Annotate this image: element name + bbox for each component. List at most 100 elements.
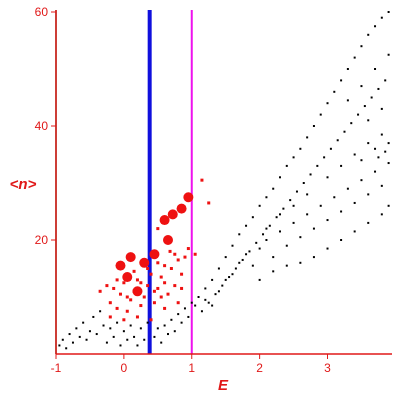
black-point-96 xyxy=(231,273,234,276)
black-point-42 xyxy=(207,301,210,304)
black-point-125 xyxy=(367,221,370,224)
black-point-81 xyxy=(340,79,343,82)
black-point-83 xyxy=(346,68,349,70)
black-point-45 xyxy=(217,267,220,270)
red-small-point-44 xyxy=(200,178,204,182)
black-point-36 xyxy=(183,307,186,310)
red-small-point-42 xyxy=(180,286,184,290)
red-small-point-46 xyxy=(156,227,160,231)
black-point-135 xyxy=(190,301,193,304)
black-point-51 xyxy=(238,233,241,236)
black-point-145 xyxy=(292,204,295,207)
red-small-point-27 xyxy=(149,318,153,322)
black-point-79 xyxy=(333,90,336,93)
black-point-104 xyxy=(285,244,288,247)
black-point-1 xyxy=(61,338,64,341)
black-point-56 xyxy=(255,241,258,244)
black-point-114 xyxy=(353,201,356,204)
black-point-58 xyxy=(262,233,265,236)
red-large-point-0 xyxy=(115,260,126,271)
red-large-point-10 xyxy=(132,286,143,297)
black-point-52 xyxy=(241,258,244,261)
black-point-82 xyxy=(343,130,346,133)
black-point-111 xyxy=(333,196,336,199)
black-point-154 xyxy=(384,150,387,153)
vertical-lines xyxy=(55,10,193,354)
black-point-17 xyxy=(116,321,119,324)
black-point-140 xyxy=(380,133,383,136)
black-point-59 xyxy=(265,196,268,199)
black-point-76 xyxy=(323,156,326,159)
red-large-point-9 xyxy=(149,249,160,260)
x-axis-title: E xyxy=(218,377,229,394)
red-small-point-19 xyxy=(166,292,170,296)
black-point-88 xyxy=(363,105,366,108)
black-point-134 xyxy=(204,298,207,301)
black-point-120 xyxy=(299,261,302,264)
black-point-32 xyxy=(170,318,173,321)
black-point-119 xyxy=(387,162,390,165)
black-point-3 xyxy=(68,333,71,336)
red-small-point-13 xyxy=(146,284,150,288)
black-point-62 xyxy=(275,216,278,219)
black-point-143 xyxy=(360,159,363,162)
black-point-24 xyxy=(139,327,142,330)
black-point-116 xyxy=(367,193,370,196)
black-point-8 xyxy=(85,338,88,341)
black-point-112 xyxy=(340,210,343,213)
black-point-43 xyxy=(211,278,214,281)
red-small-point-37 xyxy=(168,249,172,253)
black-point-87 xyxy=(360,45,363,48)
black-point-98 xyxy=(245,253,248,256)
red-large-point-7 xyxy=(163,235,173,245)
red-small-point-16 xyxy=(156,286,160,290)
black-point-74 xyxy=(316,164,319,167)
red-small-point-23 xyxy=(180,272,184,276)
red-small-point-43 xyxy=(193,252,197,256)
black-point-129 xyxy=(272,270,275,273)
black-point-12 xyxy=(99,310,102,313)
black-point-84 xyxy=(350,122,353,125)
black-point-75 xyxy=(319,113,322,116)
y-axis-title: <n> xyxy=(10,176,37,193)
x-tick-label-2: 1 xyxy=(188,361,195,375)
black-point-108 xyxy=(312,227,315,230)
black-point-69 xyxy=(299,147,302,150)
black-point-147 xyxy=(265,227,268,230)
black-point-18 xyxy=(119,344,122,347)
black-point-117 xyxy=(374,170,377,173)
y-tick-label-0: 20 xyxy=(35,233,49,247)
red-small-point-36 xyxy=(163,264,167,268)
black-point-25 xyxy=(143,338,146,341)
black-point-26 xyxy=(146,321,149,324)
black-point-6 xyxy=(78,335,81,338)
black-point-55 xyxy=(251,216,254,219)
black-point-4 xyxy=(71,341,74,344)
black-point-11 xyxy=(95,333,98,336)
red-small-point-26 xyxy=(135,315,139,319)
red-small-point-12 xyxy=(142,295,146,299)
black-point-100 xyxy=(258,247,261,250)
black-point-63 xyxy=(279,176,281,179)
red-small-point-47 xyxy=(176,301,180,305)
red-large-point-4 xyxy=(167,209,178,220)
red-small-point-24 xyxy=(108,315,112,319)
black-point-131 xyxy=(217,290,220,293)
black-point-34 xyxy=(177,313,180,316)
black-point-94 xyxy=(384,79,387,82)
black-point-50 xyxy=(234,267,237,270)
black-point-27 xyxy=(153,335,156,338)
black-point-101 xyxy=(265,239,268,241)
black-point-64 xyxy=(282,207,285,210)
black-point-106 xyxy=(299,236,302,239)
black-point-139 xyxy=(367,142,370,145)
red-small-point-33 xyxy=(146,267,150,270)
red-small-point-3 xyxy=(112,286,116,290)
red-small-point-0 xyxy=(98,289,102,293)
black-point-136 xyxy=(326,176,329,179)
black-point-57 xyxy=(258,204,261,207)
black-point-107 xyxy=(306,213,309,216)
black-point-70 xyxy=(302,182,305,184)
black-point-86 xyxy=(357,113,360,116)
black-point-110 xyxy=(326,219,329,222)
